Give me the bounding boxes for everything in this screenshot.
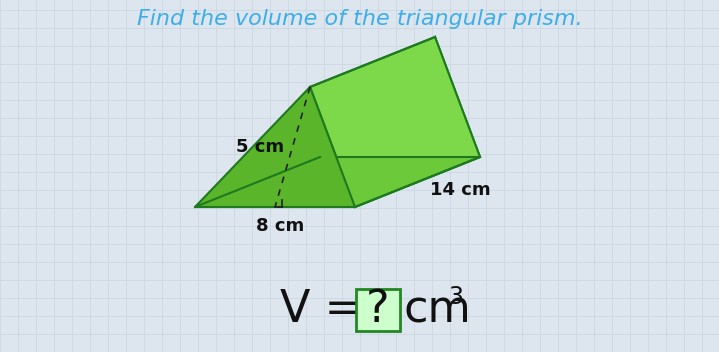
FancyBboxPatch shape xyxy=(356,289,400,331)
Text: 3: 3 xyxy=(448,285,463,309)
Text: 8 cm: 8 cm xyxy=(256,217,304,235)
Text: 14 cm: 14 cm xyxy=(429,181,490,199)
Polygon shape xyxy=(195,87,355,207)
Text: 5 cm: 5 cm xyxy=(237,138,285,156)
Polygon shape xyxy=(195,157,480,207)
Text: ?: ? xyxy=(366,289,390,332)
Polygon shape xyxy=(320,37,480,157)
Text: V =: V = xyxy=(280,289,376,332)
Polygon shape xyxy=(310,37,480,207)
Text: cm: cm xyxy=(404,289,472,332)
Text: Find the volume of the triangular prism.: Find the volume of the triangular prism. xyxy=(137,9,583,29)
